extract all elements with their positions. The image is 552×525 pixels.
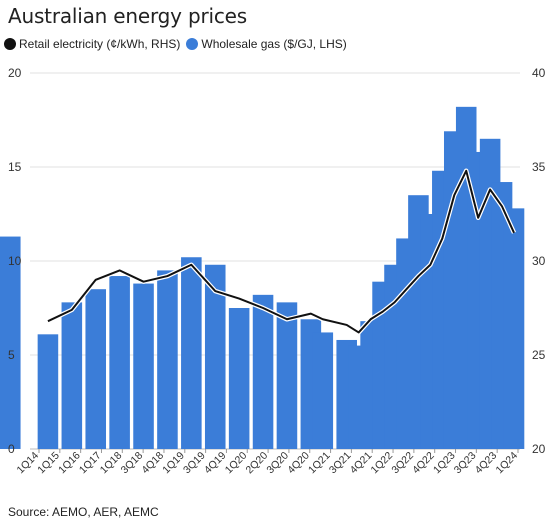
- bar: [252, 294, 274, 449]
- x-tick-label: 1Q16: [56, 450, 83, 477]
- y-left-tick-label: 15: [8, 160, 22, 174]
- bar: [276, 302, 298, 449]
- line-series-retail-electricity: [46, 168, 517, 335]
- bar: [204, 264, 226, 449]
- y-left-tick-label: 10: [8, 254, 22, 268]
- bar: [181, 257, 202, 449]
- y-right-tick-label: 40: [532, 66, 546, 80]
- x-tick-label: 4Q23: [473, 450, 500, 477]
- bar: [37, 334, 59, 449]
- x-tick-label: 1Q14: [14, 450, 41, 477]
- bar: [109, 276, 130, 449]
- legend-label-wholesale-gas: Wholesale gas ($/GJ, LHS): [201, 37, 347, 51]
- bar-series-wholesale-gas: [0, 106, 525, 450]
- x-axis: 1Q141Q151Q161Q171Q183Q184Q181Q193Q194Q19…: [14, 449, 520, 476]
- bar: [61, 302, 83, 449]
- x-tick-label: 1Q24: [493, 450, 520, 477]
- x-tick-label: 4Q21: [348, 450, 375, 477]
- x-tick-label: 1Q18: [98, 450, 125, 477]
- y-left-tick-label: 20: [8, 66, 22, 80]
- x-tick-label: 3Q21: [327, 450, 354, 477]
- x-tick-label: 4Q22: [410, 450, 437, 477]
- y-right-tick-label: 25: [532, 348, 546, 362]
- line-retail-electricity: [47, 169, 515, 334]
- black-circle-icon: [4, 38, 16, 50]
- x-tick-label: 3Q23: [452, 450, 479, 477]
- bar: [312, 332, 334, 449]
- y-right-tick-label: 30: [532, 254, 546, 268]
- x-tick-label: 1Q19: [160, 450, 187, 477]
- x-tick-label: 1Q20: [223, 450, 250, 477]
- legend-item-wholesale-gas: Wholesale gas ($/GJ, LHS): [186, 37, 347, 51]
- y-axis-right: 20 25 30 35 40: [532, 66, 546, 456]
- source-note: Source: AEMO, AER, AEMC: [8, 505, 159, 519]
- x-tick-label: 1Q22: [369, 450, 396, 477]
- legend-label-retail-electricity: Retail electricity (¢/kWh, RHS): [19, 37, 181, 51]
- y-axis-left: 0 5 10 15 20: [8, 66, 22, 456]
- y-right-tick-label: 35: [532, 160, 546, 174]
- x-tick-label: 2Q20: [244, 450, 271, 477]
- bar: [133, 283, 154, 449]
- x-tick-label: 4Q20: [285, 450, 312, 477]
- y-left-tick-label: 0: [8, 442, 15, 456]
- bar: [228, 308, 250, 449]
- chart-area: 0 5 10 15 20 20 25 30 35 40 1Q141Q151Q161Q171Q18…: [0, 66, 546, 476]
- x-tick-label: 1Q15: [35, 450, 62, 477]
- y-left-tick-label: 5: [8, 348, 15, 362]
- x-tick-label: 3Q22: [389, 450, 416, 477]
- x-tick-label: 4Q18: [139, 450, 166, 477]
- legend-item-retail-electricity: Retail electricity (¢/kWh, RHS): [4, 37, 180, 51]
- bar: [503, 208, 525, 449]
- x-tick-label: 3Q20: [264, 450, 291, 477]
- x-tick-label: 3Q19: [181, 450, 208, 477]
- bar: [85, 289, 107, 449]
- bar: [157, 270, 178, 449]
- y-right-tick-label: 20: [532, 442, 546, 456]
- legend: Retail electricity (¢/kWh, RHS) Wholesal…: [4, 37, 353, 51]
- x-tick-label: 4Q19: [202, 450, 229, 477]
- blue-circle-icon: [186, 38, 199, 50]
- x-tick-label: 1Q21: [306, 450, 333, 477]
- bar: [0, 236, 21, 449]
- x-tick-label: 1Q23: [431, 450, 458, 477]
- chart-title: Australian energy prices: [8, 4, 247, 28]
- x-tick-label: 3Q18: [119, 450, 146, 477]
- x-tick-label: 1Q17: [77, 450, 104, 477]
